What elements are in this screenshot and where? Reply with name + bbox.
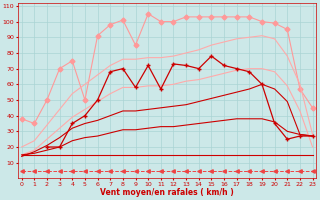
X-axis label: Vent moyen/en rafales ( km/h ): Vent moyen/en rafales ( km/h ) [100,188,234,197]
